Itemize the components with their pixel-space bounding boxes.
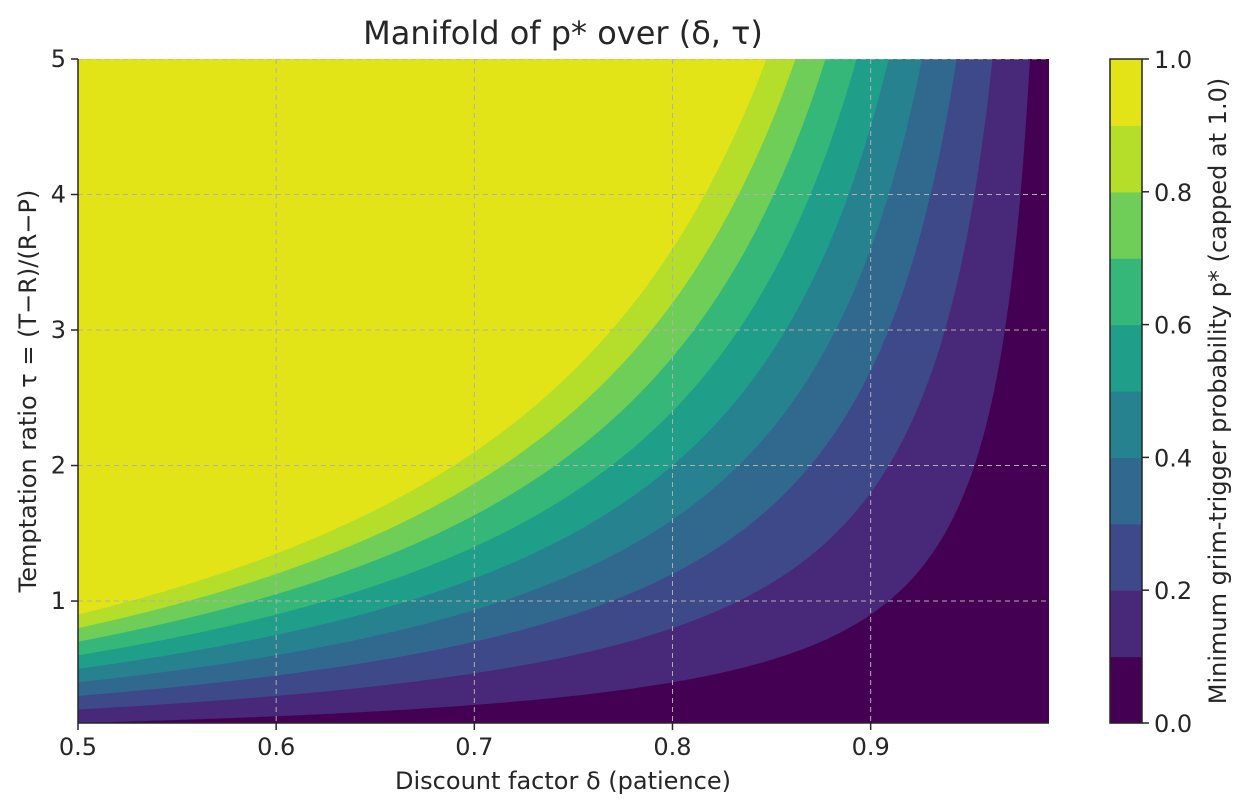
y-tick-label-3: 4 xyxy=(51,181,66,209)
colorbar-segment-4 xyxy=(1110,391,1142,458)
colorbar-segment-2 xyxy=(1110,523,1142,591)
colorbar-tick-label-3: 0.6 xyxy=(1154,312,1192,340)
x-tick-label-1: 0.6 xyxy=(257,733,295,761)
x-tick-label-0: 0.5 xyxy=(59,733,97,761)
colorbar: 0.0 0.2 0.4 0.6 0.8 1.0 xyxy=(1109,46,1192,738)
y-tick-label-1: 2 xyxy=(51,452,66,480)
colorbar-tick-label-1: 0.2 xyxy=(1154,577,1192,605)
y-tick-label-4: 5 xyxy=(51,45,66,73)
colorbar-segment-9 xyxy=(1110,59,1142,126)
colorbar-segment-1 xyxy=(1110,590,1142,658)
colorbar-label: Minimum grim-trigger probability p* (cap… xyxy=(1204,78,1232,705)
x-axis-label: Discount factor δ (patience) xyxy=(395,767,731,795)
axes: 0.5 0.6 0.7 0.8 0.9 1 2 3 4 5 xyxy=(51,45,1049,761)
y-tick-label-0: 1 xyxy=(51,587,66,615)
colorbar-segment-7 xyxy=(1110,191,1142,259)
colorbar-segment-0 xyxy=(1110,656,1142,724)
colorbar-tick-label-4: 0.8 xyxy=(1154,179,1192,207)
contour-bands xyxy=(78,59,1031,723)
chart-title: Manifold of p* over (δ, τ) xyxy=(363,14,763,52)
colorbar-tick-label-0: 0.0 xyxy=(1154,710,1192,738)
x-tick-label-3: 0.8 xyxy=(653,733,691,761)
colorbar-segment-5 xyxy=(1110,324,1142,392)
colorbar-tick-label-2: 0.4 xyxy=(1154,444,1192,472)
colorbar-frame xyxy=(1109,58,1143,724)
grid-lines xyxy=(78,59,1049,723)
y-tick-label-2: 3 xyxy=(51,316,66,344)
x-tick-label-4: 0.9 xyxy=(852,733,890,761)
contour-band-9 xyxy=(78,59,767,615)
colorbar-segment-6 xyxy=(1110,258,1142,326)
colorbar-tick-label-5: 1.0 xyxy=(1154,46,1192,74)
y-axis-label: Temptation ratio τ = (T−R)/(R−P) xyxy=(14,190,42,594)
colorbar-segment-8 xyxy=(1110,125,1142,193)
colorbar-segment-3 xyxy=(1110,457,1142,525)
x-tick-label-2: 0.7 xyxy=(455,733,493,761)
plot-area xyxy=(78,59,1049,723)
